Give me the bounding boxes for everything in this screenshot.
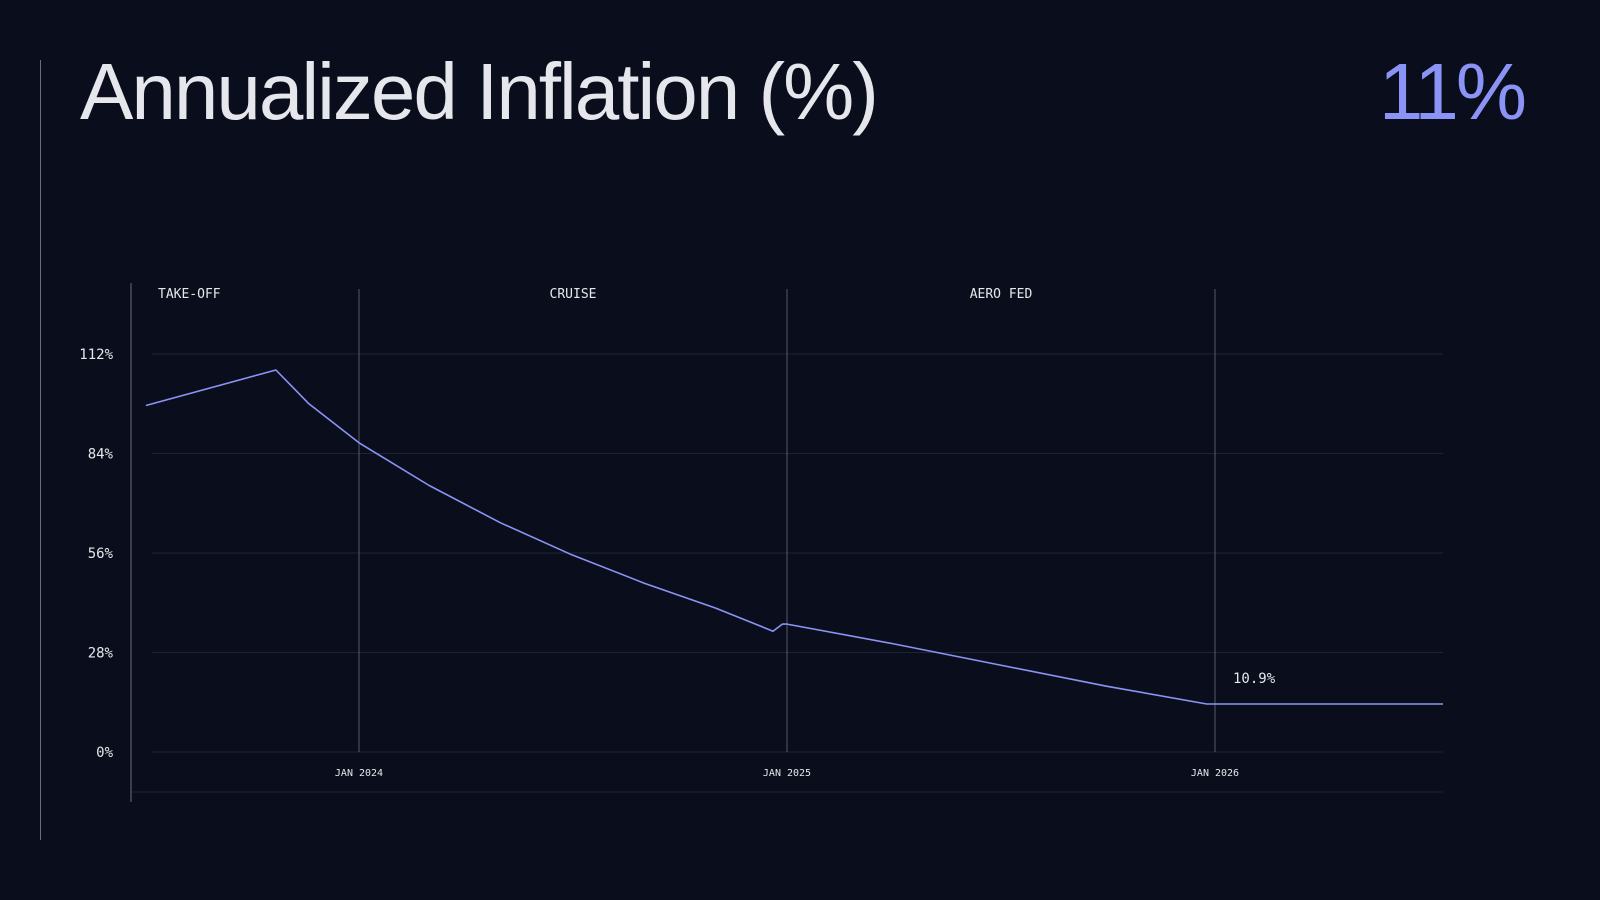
y-tick-label: 112%	[79, 347, 113, 363]
x-tick-label: JAN 2024	[335, 768, 383, 779]
data-annotation: 10.9%	[1233, 671, 1276, 687]
y-tick-label: 84%	[88, 447, 114, 463]
phase-label: AERO FED	[970, 287, 1033, 302]
x-tick-label: JAN 2026	[1191, 768, 1239, 779]
x-tick-label: JAN 2025	[763, 768, 811, 779]
phase-label: TAKE-OFF	[158, 287, 221, 302]
series-line	[145, 369, 1443, 705]
y-tick-label: 0%	[96, 745, 113, 761]
page-title: Annualized Inflation (%)	[80, 47, 879, 136]
headline-value: 11%	[1378, 47, 1527, 136]
y-tick-label: 28%	[88, 646, 114, 662]
phase-label: CRUISE	[550, 287, 597, 302]
left-accent-rule	[40, 60, 41, 840]
y-tick-label: 56%	[88, 546, 114, 562]
